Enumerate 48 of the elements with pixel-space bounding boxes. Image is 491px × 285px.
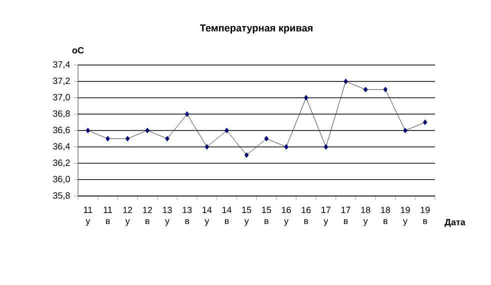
point xyxy=(284,144,288,150)
y-tick-label: 36,6 xyxy=(53,126,70,134)
y-tick-label: 37,4 xyxy=(53,61,70,69)
y-tick-label: 37,2 xyxy=(53,78,70,86)
point xyxy=(165,136,170,142)
x-tick-label: 13 у xyxy=(162,206,172,226)
point xyxy=(145,128,150,134)
y-tick-label: 35,8 xyxy=(53,192,70,200)
point xyxy=(403,128,408,134)
x-tick-label: 13 в xyxy=(182,206,192,224)
point xyxy=(106,136,110,142)
point xyxy=(125,136,130,142)
y-tick-label: 36,0 xyxy=(53,176,70,184)
x-tick-label: 11 в xyxy=(104,206,112,224)
y-tick-label: 36,4 xyxy=(53,143,70,151)
point xyxy=(304,94,308,101)
point xyxy=(383,86,388,92)
point xyxy=(224,128,229,134)
x-tick-label: 14 в xyxy=(222,206,232,224)
point xyxy=(264,136,269,142)
y-axis-title: оС xyxy=(72,47,84,54)
point xyxy=(204,144,210,150)
point xyxy=(324,144,328,150)
x-tick-label: 16 у xyxy=(282,206,291,226)
y-tick-label: 36,8 xyxy=(53,110,70,118)
y-tick-label: 36,2 xyxy=(53,160,70,167)
chart-title: Температурная кривая xyxy=(200,24,312,34)
x-tick-label: 19 у xyxy=(400,206,410,226)
x-tick-label: 19 в xyxy=(420,206,430,224)
point xyxy=(244,152,249,158)
x-tick-label: 11 у xyxy=(84,206,92,226)
x-tick-label: 15 у xyxy=(242,206,252,226)
x-tick-label: 18 у xyxy=(361,206,370,226)
point xyxy=(184,111,190,117)
y-tick-label: 37,0 xyxy=(53,94,70,102)
x-tick-label: 16 в xyxy=(302,206,311,224)
x-tick-label: 12 у xyxy=(123,206,132,226)
point xyxy=(363,86,368,92)
point xyxy=(422,120,428,126)
x-axis-title: Дата xyxy=(444,219,466,227)
x-tick-label: 17 в xyxy=(341,206,350,224)
x-tick-label: 15 в xyxy=(262,206,272,224)
x-tick-label: 18 в xyxy=(381,206,390,224)
x-tick-label: 17 у xyxy=(322,206,330,226)
point xyxy=(86,128,90,134)
point xyxy=(344,78,348,84)
x-tick-label: 14 у xyxy=(202,206,212,226)
x-tick-label: 12 в xyxy=(143,206,152,224)
